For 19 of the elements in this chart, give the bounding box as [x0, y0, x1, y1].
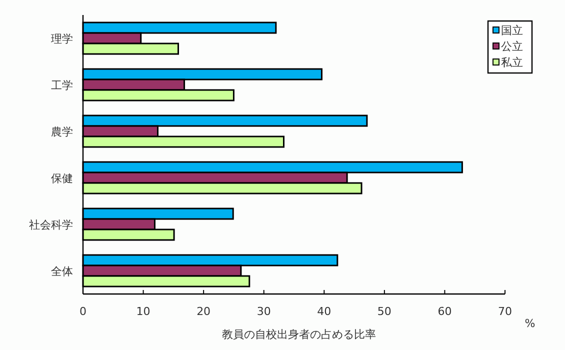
x-tick-label: 20: [196, 305, 211, 318]
y-tick-label: 理学: [51, 32, 73, 46]
x-tick-label: 60: [438, 305, 452, 318]
legend-label: 私立: [501, 56, 523, 69]
x-tick-label: 70: [498, 305, 512, 318]
x-tick-label: 40: [317, 305, 332, 318]
y-tick-label: 社会科学: [29, 218, 73, 232]
legend-label: 公立: [501, 40, 523, 53]
x-tick-label: 10: [136, 305, 150, 318]
text: %: [524, 317, 536, 330]
y-tick-label: 農学: [51, 125, 73, 138]
x-tick-label: 50: [377, 305, 392, 318]
y-tick-label: 工学: [51, 78, 73, 92]
y-tick-label: 全体: [51, 264, 73, 278]
x-axis-title: 教員の自校出身者の占める比率: [222, 328, 376, 341]
x-tick-label: 30: [256, 305, 271, 318]
legend-label: 国立: [501, 24, 523, 37]
x-tick-label: 0: [80, 305, 86, 318]
y-tick-label: 保健: [51, 172, 73, 185]
